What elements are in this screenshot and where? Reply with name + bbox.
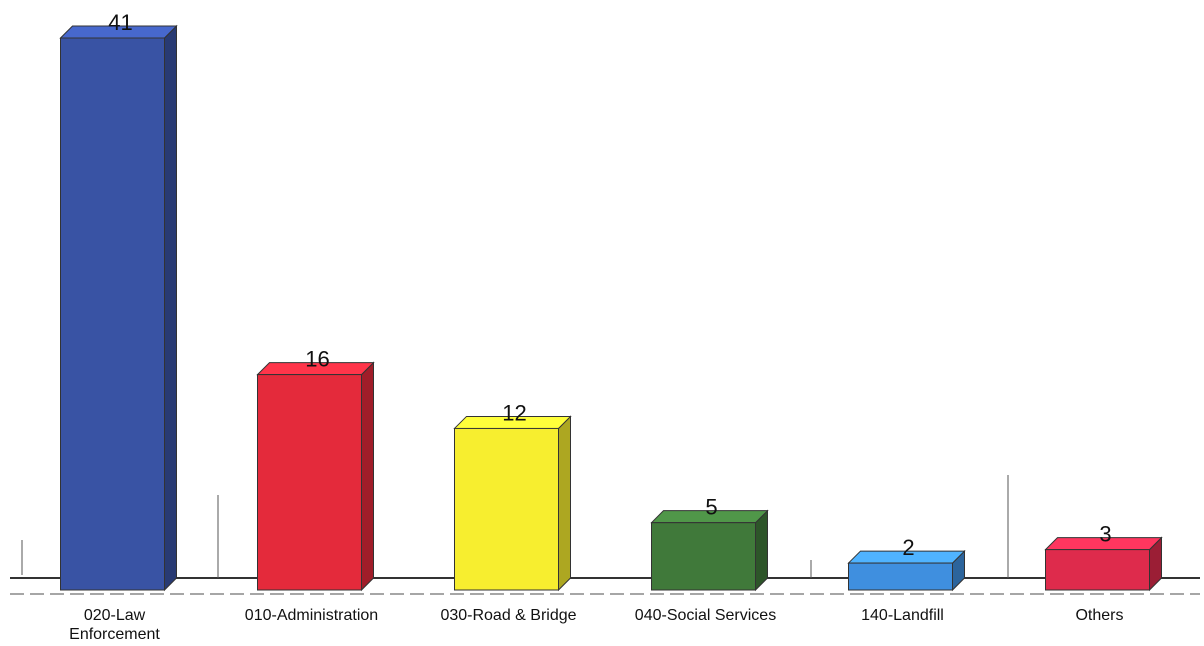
bar-side [755,509,768,592]
bar-side [164,24,177,592]
bar-2 [256,361,375,592]
value-label-3: 12 [502,400,526,425]
category-label-1: 020-Law Enforcement [69,607,160,643]
value-label-6: 3 [1099,522,1111,547]
chart-floor [10,475,1200,595]
category-label-4: 040-Social Services [635,607,776,624]
bar-front [454,427,559,591]
value-label-2: 16 [305,347,329,372]
bar-front [257,374,362,591]
value-label-5: 2 [902,535,914,560]
bar-front [848,562,953,591]
bar-side [558,415,571,592]
category-label-2: 010-Administration [245,607,378,624]
bar-4 [650,509,769,592]
value-labels: 41 16 12 5 2 3 [108,10,1111,560]
bar-5 [847,549,966,592]
bar-1 [59,24,178,592]
value-label-4: 5 [705,495,717,520]
bar-front [60,37,165,591]
bar-6 [1044,536,1163,592]
bar-front [1045,549,1150,591]
category-label-5: 140-Landfill [861,607,944,624]
category-label-6: Others [1075,607,1123,624]
category-labels: 020-Law Enforcement 010-Administration 030-… [69,607,1123,643]
bar-side [361,361,374,592]
bars [59,24,1163,592]
bar-front [651,522,756,591]
bar-3 [453,415,572,592]
category-label-3: 030-Road & Bridge [440,607,576,624]
value-label-1: 41 [108,10,132,35]
